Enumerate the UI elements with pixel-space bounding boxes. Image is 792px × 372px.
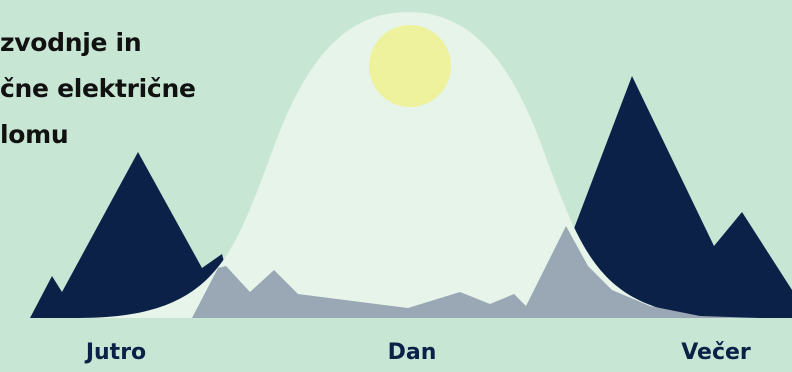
title-line-1: zvodnje in [0,28,142,57]
diagram-title: zvodnje in čne električne lomu [0,20,196,158]
morning-consumption-peak [30,152,238,318]
label-day: Dan [387,340,437,365]
label-evening: Večer [681,340,751,365]
label-morning: Jutro [85,340,147,365]
title-line-2: čne električne [0,74,196,103]
evening-consumption-peak [540,76,792,318]
sun-icon [369,25,451,107]
overlap-area [192,226,760,318]
title-line-3: lomu [0,120,69,149]
